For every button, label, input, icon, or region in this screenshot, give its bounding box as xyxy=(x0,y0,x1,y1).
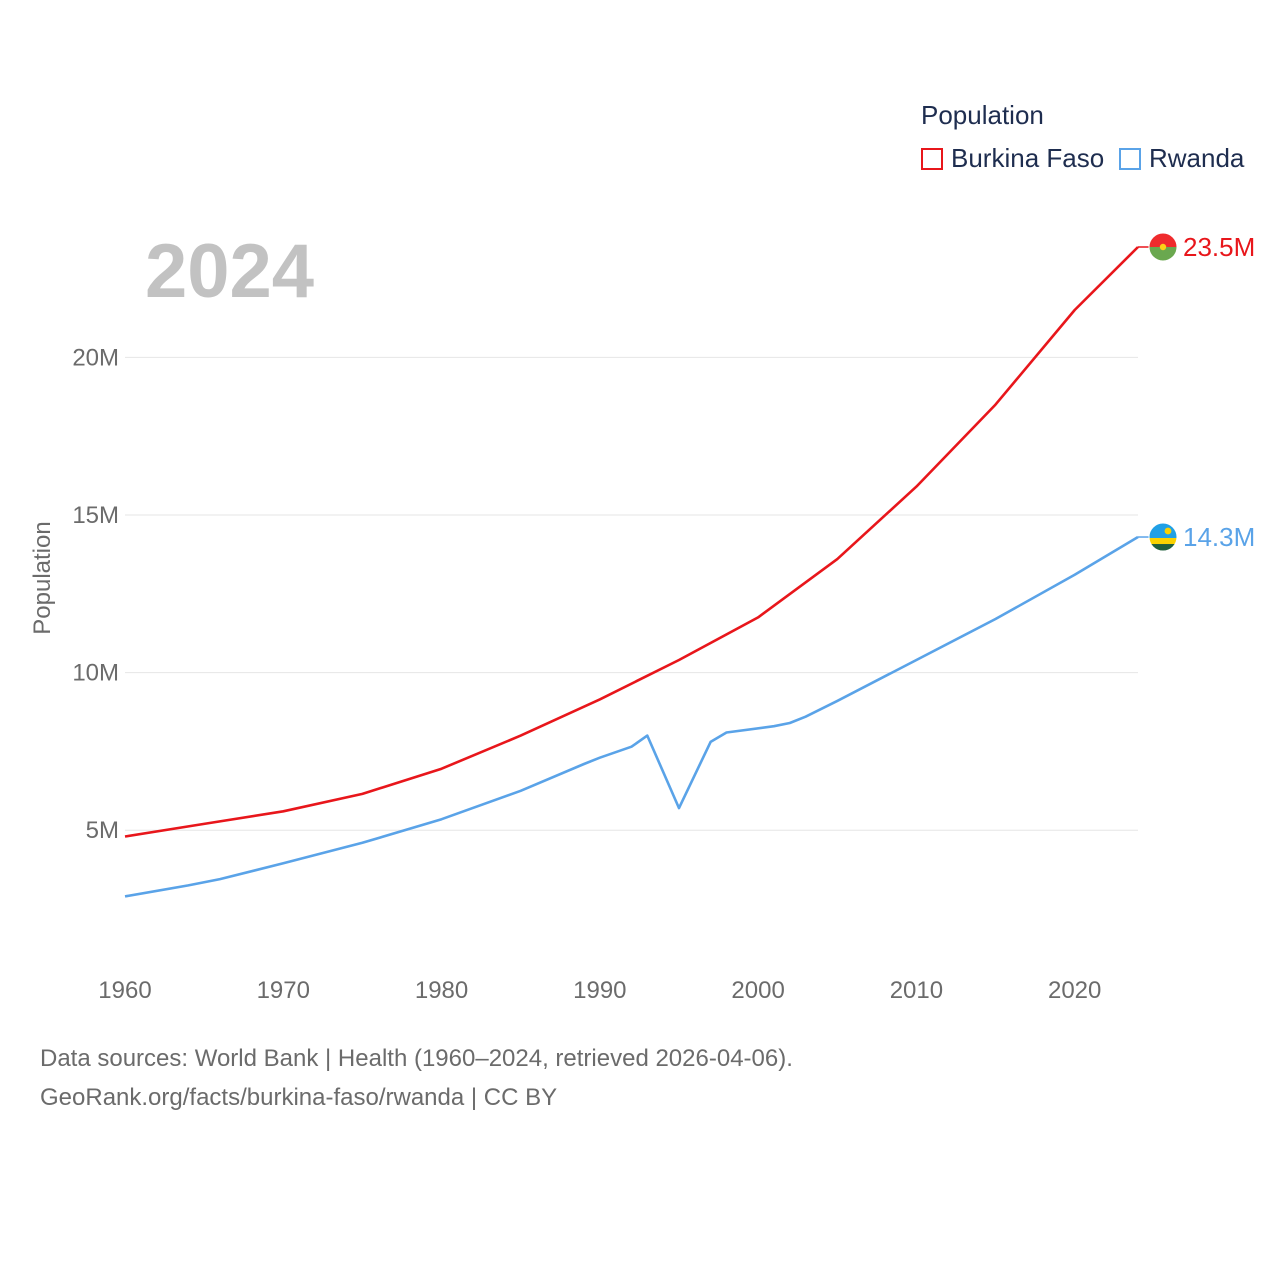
legend-swatch-rwanda xyxy=(1119,147,1141,170)
x-tick-label-5: 2010 xyxy=(890,977,943,1004)
legend-swatch-burkina-faso xyxy=(921,147,943,170)
legend-item-rwanda[interactable]: Rwanda xyxy=(1119,143,1244,174)
x-tick-label-0: 1960 xyxy=(98,977,151,1004)
legend-label-burkina-faso: Burkina Faso xyxy=(951,143,1105,173)
series-line-burkina-faso xyxy=(124,246,1139,838)
y-axis-label: Population xyxy=(29,521,56,634)
flag-sun xyxy=(1164,527,1172,535)
y-tick-label-2: 15M xyxy=(72,502,119,529)
y-tick-label-0: 5M xyxy=(86,817,119,844)
legend-title: Population xyxy=(921,100,1044,130)
flag-ring-1 xyxy=(1148,522,1178,552)
flag-stripe-blue xyxy=(1149,523,1177,539)
x-tick-label-3: 1990 xyxy=(573,977,626,1004)
flag-star xyxy=(1159,243,1167,251)
end-value-label-1: 14.3M xyxy=(1183,522,1255,552)
end-value-label-0: 23.5M xyxy=(1183,232,1255,262)
y-tick-label-3: 20M xyxy=(72,344,119,371)
rwanda-flag-icon xyxy=(1149,523,1177,552)
x-tick-label-1: 1970 xyxy=(257,977,310,1004)
legend-label-rwanda: Rwanda xyxy=(1149,143,1245,173)
x-tick-label-6: 2020 xyxy=(1048,977,1101,1004)
flag-stripe-green xyxy=(1149,544,1177,552)
burkina-faso-flag-icon xyxy=(1149,233,1177,261)
legend-item-burkina-faso[interactable]: Burkina Faso xyxy=(921,143,1104,174)
source-line-2: GeoRank.org/facts/burkina-faso/rwanda | … xyxy=(40,1084,558,1111)
flag-stripe-green xyxy=(1149,247,1177,261)
flag-ring-0 xyxy=(1148,232,1178,262)
flag-stripe-red xyxy=(1149,233,1177,247)
flag-stripe-yellow xyxy=(1149,538,1177,545)
year-label: 2024 xyxy=(145,229,315,314)
series-line-rwanda xyxy=(124,535,1139,898)
source-line-1: Data sources: World Bank | Health (1960–… xyxy=(40,1045,793,1072)
y-tick-label-1: 10M xyxy=(72,660,119,687)
x-tick-label-4: 2000 xyxy=(731,977,784,1004)
x-tick-label-2: 1980 xyxy=(415,977,468,1004)
